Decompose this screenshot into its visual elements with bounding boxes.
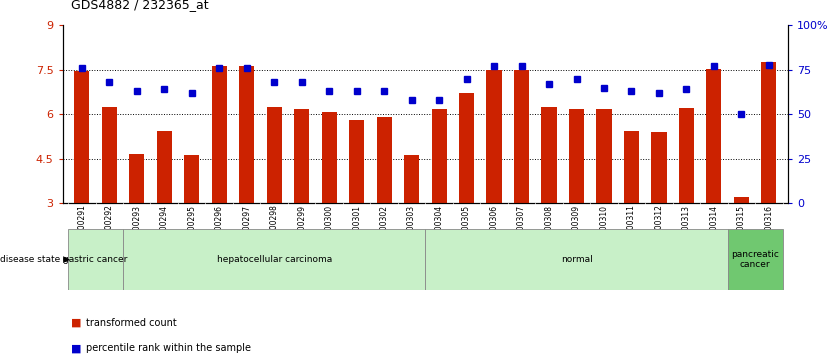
- Bar: [425, 229, 727, 290]
- Bar: [212, 66, 227, 203]
- Text: GSM1200294: GSM1200294: [160, 205, 168, 256]
- Bar: [431, 109, 447, 203]
- Bar: [349, 120, 364, 203]
- Text: ■: ■: [71, 318, 82, 328]
- Bar: [129, 154, 144, 203]
- Bar: [486, 70, 501, 203]
- Bar: [459, 93, 474, 203]
- Text: GSM1200293: GSM1200293: [133, 205, 141, 256]
- Text: GSM1200313: GSM1200313: [682, 205, 691, 256]
- Bar: [404, 155, 420, 203]
- Text: GSM1200308: GSM1200308: [545, 205, 554, 256]
- Bar: [651, 131, 666, 203]
- Bar: [569, 109, 584, 203]
- Text: GSM1200309: GSM1200309: [572, 205, 581, 256]
- Text: GSM1200302: GSM1200302: [379, 205, 389, 256]
- Text: transformed count: transformed count: [86, 318, 177, 328]
- Bar: [624, 131, 639, 203]
- Text: gastric cancer: gastric cancer: [63, 255, 128, 264]
- Text: GSM1200316: GSM1200316: [765, 205, 773, 256]
- Bar: [184, 155, 199, 203]
- Text: GSM1200296: GSM1200296: [214, 205, 224, 256]
- Text: GSM1200301: GSM1200301: [352, 205, 361, 256]
- Text: pancreatic
cancer: pancreatic cancer: [731, 250, 779, 269]
- Bar: [239, 66, 254, 203]
- Bar: [294, 109, 309, 203]
- Text: GSM1200300: GSM1200300: [324, 205, 334, 256]
- Text: GSM1200291: GSM1200291: [78, 205, 86, 256]
- Bar: [157, 131, 172, 203]
- Text: normal: normal: [560, 255, 592, 264]
- Text: GSM1200311: GSM1200311: [627, 205, 636, 256]
- Bar: [761, 62, 776, 203]
- Text: GSM1200307: GSM1200307: [517, 205, 526, 256]
- Text: GSM1200304: GSM1200304: [435, 205, 444, 256]
- Bar: [377, 117, 392, 203]
- Text: GSM1200314: GSM1200314: [710, 205, 718, 256]
- Text: percentile rank within the sample: percentile rank within the sample: [86, 343, 251, 354]
- Text: GSM1200299: GSM1200299: [297, 205, 306, 256]
- Text: GSM1200305: GSM1200305: [462, 205, 471, 256]
- Bar: [514, 70, 529, 203]
- Text: GSM1200295: GSM1200295: [187, 205, 196, 256]
- Bar: [102, 107, 117, 203]
- Text: GSM1200303: GSM1200303: [407, 205, 416, 256]
- Bar: [267, 107, 282, 203]
- Bar: [727, 229, 782, 290]
- Bar: [596, 109, 611, 203]
- Text: ■: ■: [71, 343, 82, 354]
- Text: GSM1200315: GSM1200315: [737, 205, 746, 256]
- Text: GSM1200312: GSM1200312: [655, 205, 664, 256]
- Bar: [74, 72, 89, 203]
- Bar: [679, 109, 694, 203]
- Text: disease state ▶: disease state ▶: [0, 255, 70, 264]
- Bar: [706, 69, 721, 203]
- Text: GSM1200297: GSM1200297: [242, 205, 251, 256]
- Bar: [68, 229, 123, 290]
- Text: GSM1200298: GSM1200298: [269, 205, 279, 256]
- Text: hepatocellular carcinoma: hepatocellular carcinoma: [217, 255, 332, 264]
- Bar: [123, 229, 425, 290]
- Bar: [322, 112, 337, 203]
- Bar: [541, 107, 556, 203]
- Bar: [734, 197, 749, 203]
- Text: GSM1200310: GSM1200310: [600, 205, 609, 256]
- Text: GSM1200306: GSM1200306: [490, 205, 499, 256]
- Text: GDS4882 / 232365_at: GDS4882 / 232365_at: [71, 0, 208, 11]
- Text: GSM1200292: GSM1200292: [105, 205, 113, 256]
